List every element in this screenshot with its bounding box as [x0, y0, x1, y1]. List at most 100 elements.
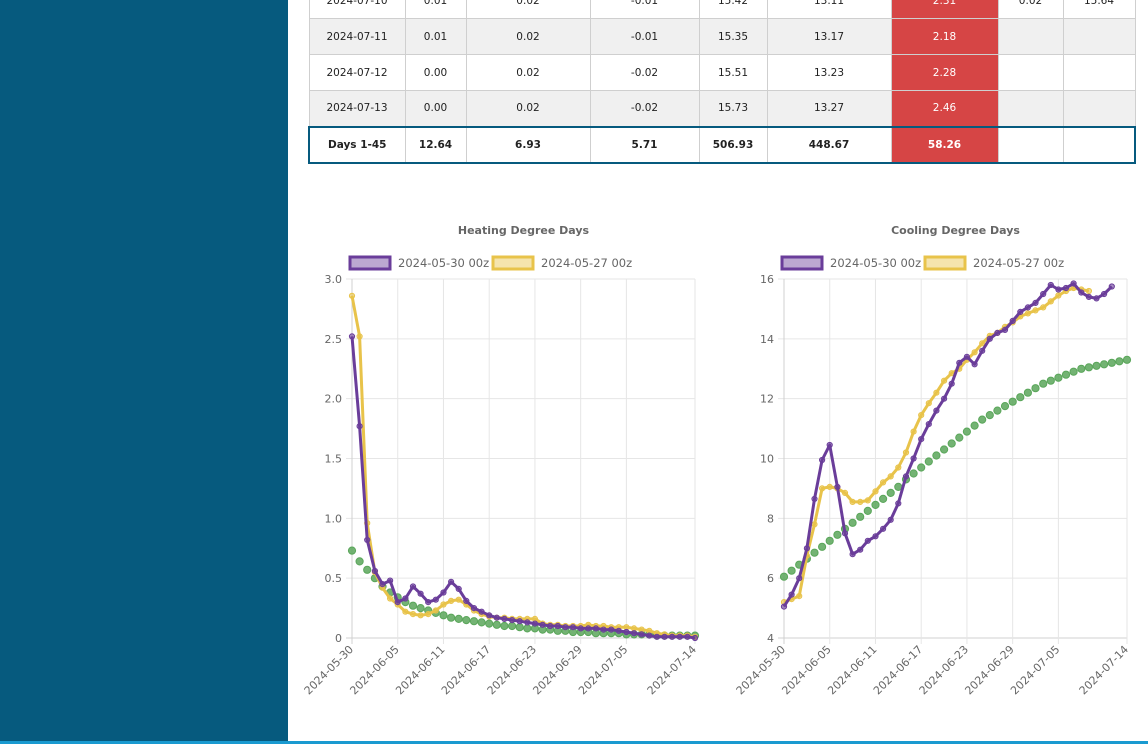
- data-point[interactable]: [841, 530, 849, 537]
- data-point[interactable]: [417, 590, 424, 597]
- data-point[interactable]: [630, 630, 638, 637]
- data-point[interactable]: [439, 611, 448, 620]
- data-point[interactable]: [577, 625, 584, 632]
- data-point[interactable]: [356, 423, 363, 430]
- data-point[interactable]: [994, 329, 1001, 337]
- data-point[interactable]: [691, 634, 699, 642]
- data-point[interactable]: [501, 615, 508, 622]
- data-point[interactable]: [925, 421, 932, 428]
- data-point[interactable]: [432, 607, 439, 614]
- data-point[interactable]: [516, 618, 523, 625]
- data-point[interactable]: [364, 536, 371, 543]
- data-point[interactable]: [455, 585, 462, 592]
- data-point[interactable]: [803, 545, 811, 552]
- data-point[interactable]: [955, 433, 964, 442]
- data-point[interactable]: [1061, 370, 1071, 379]
- data-point[interactable]: [947, 439, 956, 448]
- data-point[interactable]: [515, 623, 524, 632]
- data-point[interactable]: [684, 633, 691, 640]
- data-point[interactable]: [531, 620, 538, 627]
- data-point[interactable]: [478, 608, 485, 615]
- data-point[interactable]: [440, 601, 447, 608]
- data-point[interactable]: [500, 621, 509, 631]
- data-point[interactable]: [857, 546, 864, 553]
- data-point[interactable]: [486, 612, 493, 619]
- data-point[interactable]: [879, 494, 888, 503]
- data-point[interactable]: [940, 445, 949, 454]
- data-point[interactable]: [402, 608, 409, 615]
- data-point[interactable]: [780, 603, 788, 610]
- data-point[interactable]: [779, 572, 789, 581]
- data-point[interactable]: [1070, 280, 1077, 287]
- legend-item[interactable]: 2024-05-27 00z: [491, 255, 632, 271]
- data-point[interactable]: [871, 500, 880, 509]
- data-point[interactable]: [986, 335, 993, 342]
- data-point[interactable]: [1078, 289, 1085, 296]
- data-point[interactable]: [469, 617, 479, 626]
- data-point[interactable]: [1000, 402, 1010, 411]
- data-point[interactable]: [477, 618, 486, 627]
- data-point[interactable]: [993, 406, 1002, 415]
- data-point[interactable]: [539, 621, 546, 628]
- data-point[interactable]: [948, 380, 955, 387]
- data-point[interactable]: [569, 624, 577, 631]
- data-point[interactable]: [864, 537, 871, 544]
- data-point[interactable]: [918, 436, 925, 443]
- data-point[interactable]: [509, 617, 516, 624]
- data-point[interactable]: [917, 463, 926, 472]
- data-point[interactable]: [363, 565, 372, 574]
- data-point[interactable]: [857, 498, 864, 505]
- data-point[interactable]: [455, 596, 462, 603]
- data-point[interactable]: [1122, 355, 1132, 364]
- data-point[interactable]: [408, 601, 418, 610]
- data-point[interactable]: [1009, 317, 1016, 325]
- data-point[interactable]: [933, 407, 940, 414]
- data-point[interactable]: [811, 495, 818, 502]
- data-point[interactable]: [979, 340, 986, 347]
- data-point[interactable]: [880, 479, 887, 486]
- data-point[interactable]: [818, 542, 827, 551]
- data-point[interactable]: [1047, 281, 1054, 289]
- data-point[interactable]: [1062, 284, 1070, 292]
- data-point[interactable]: [849, 498, 856, 505]
- data-point[interactable]: [1016, 393, 1025, 402]
- data-point[interactable]: [371, 567, 379, 575]
- data-point[interactable]: [887, 473, 894, 480]
- data-point[interactable]: [562, 624, 569, 631]
- data-point[interactable]: [347, 546, 357, 555]
- data-point[interactable]: [508, 621, 517, 631]
- data-point[interactable]: [1092, 361, 1101, 370]
- data-point[interactable]: [872, 533, 879, 540]
- data-point[interactable]: [918, 412, 925, 419]
- data-point[interactable]: [941, 395, 948, 402]
- data-point[interactable]: [1085, 293, 1092, 301]
- data-point[interactable]: [585, 625, 592, 632]
- data-point[interactable]: [971, 361, 978, 368]
- data-point[interactable]: [1047, 298, 1054, 305]
- data-point[interactable]: [454, 614, 463, 623]
- data-point[interactable]: [387, 577, 394, 584]
- data-point[interactable]: [902, 449, 910, 456]
- data-point[interactable]: [963, 353, 970, 360]
- data-point[interactable]: [1023, 388, 1032, 397]
- data-point[interactable]: [834, 483, 841, 490]
- data-point[interactable]: [661, 633, 668, 640]
- data-point[interactable]: [971, 349, 978, 356]
- data-point[interactable]: [379, 581, 386, 588]
- data-point[interactable]: [1107, 358, 1116, 367]
- data-point[interactable]: [970, 421, 979, 430]
- data-point[interactable]: [1101, 290, 1108, 298]
- data-point[interactable]: [1032, 307, 1039, 314]
- data-point[interactable]: [826, 483, 833, 490]
- data-point[interactable]: [425, 599, 432, 606]
- data-point[interactable]: [833, 530, 842, 539]
- data-point[interactable]: [1032, 299, 1039, 307]
- data-point[interactable]: [941, 377, 948, 384]
- data-point[interactable]: [394, 599, 401, 606]
- data-point[interactable]: [425, 611, 432, 618]
- data-point[interactable]: [788, 591, 795, 598]
- data-point[interactable]: [600, 626, 607, 633]
- data-point[interactable]: [1040, 304, 1047, 311]
- data-point[interactable]: [933, 389, 940, 396]
- data-point[interactable]: [653, 633, 660, 640]
